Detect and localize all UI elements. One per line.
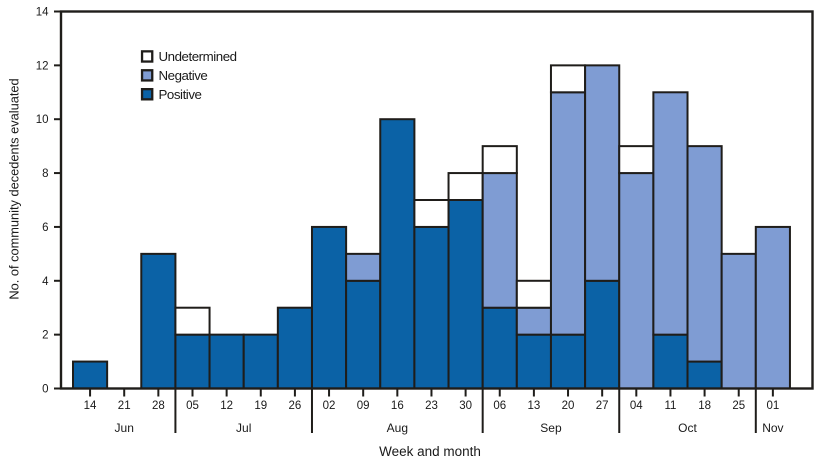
svg-text:21: 21 [118, 400, 131, 412]
svg-text:14: 14 [36, 7, 49, 19]
svg-text:11: 11 [664, 400, 676, 412]
svg-text:19: 19 [254, 400, 267, 412]
svg-text:30: 30 [459, 400, 472, 412]
svg-text:0: 0 [42, 384, 48, 396]
svg-text:12: 12 [36, 60, 49, 72]
svg-text:6: 6 [42, 222, 48, 234]
svg-text:26: 26 [289, 400, 302, 412]
svg-text:20: 20 [562, 400, 575, 412]
svg-text:Jun: Jun [115, 421, 134, 435]
svg-text:Oct: Oct [678, 421, 697, 435]
svg-text:Undetermined: Undetermined [159, 49, 237, 64]
svg-text:14: 14 [84, 400, 97, 412]
svg-text:Jul: Jul [236, 421, 251, 435]
svg-text:01: 01 [766, 400, 779, 412]
svg-text:No. of community decedents eva: No. of community decedents evaluated [7, 78, 22, 299]
svg-text:10: 10 [36, 114, 49, 126]
svg-text:Week and month: Week and month [379, 444, 481, 459]
svg-text:04: 04 [630, 400, 643, 412]
svg-text:16: 16 [391, 400, 404, 412]
svg-text:28: 28 [152, 400, 165, 412]
svg-text:Sep: Sep [540, 421, 562, 435]
svg-text:25: 25 [732, 400, 745, 412]
svg-text:Nov: Nov [762, 421, 783, 435]
svg-text:Negative: Negative [159, 68, 208, 83]
svg-text:02: 02 [323, 400, 336, 412]
svg-text:18: 18 [698, 400, 711, 412]
svg-text:13: 13 [527, 400, 540, 412]
svg-text:Positive: Positive [159, 87, 202, 102]
svg-text:4: 4 [42, 276, 49, 288]
svg-text:27: 27 [596, 400, 609, 412]
svg-text:09: 09 [357, 400, 370, 412]
svg-text:23: 23 [425, 400, 438, 412]
svg-text:05: 05 [186, 400, 199, 412]
svg-text:8: 8 [42, 168, 48, 180]
svg-text:12: 12 [220, 400, 233, 412]
svg-text:06: 06 [493, 400, 506, 412]
svg-text:Aug: Aug [387, 421, 408, 435]
svg-text:2: 2 [42, 330, 48, 342]
